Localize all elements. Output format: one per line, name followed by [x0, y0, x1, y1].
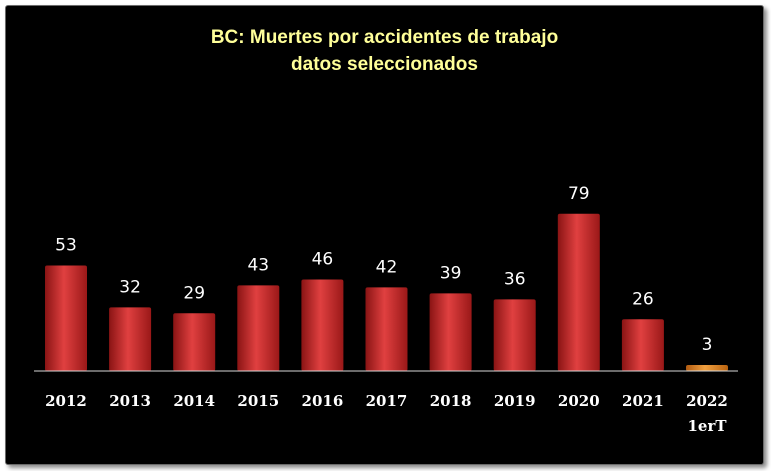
chart-title-line-1: BC: Muertes por accidentes de trabajo [210, 27, 559, 48]
value-label-2012: 53 [55, 236, 77, 256]
value-label-2017: 42 [376, 257, 398, 277]
value-label-2019: 36 [504, 269, 526, 289]
x-tick-label-2018: 2018 [430, 392, 472, 410]
x-tick-label-2015: 2015 [237, 392, 279, 410]
chart-title-line-2: datos seleccionados [291, 54, 478, 75]
chart-frame: BC: Muertes por accidentes de trabajo da… [5, 5, 764, 465]
x-tick-label-2022: 2022 [686, 392, 728, 410]
value-label-2015: 43 [247, 255, 269, 275]
value-label-2021: 26 [632, 289, 654, 309]
x-tick-label-2020: 2020 [558, 392, 600, 410]
value-label-2020: 79 [568, 184, 590, 204]
bar-chart: 53 32 29 43 46 42 39 36 79 26 3 2012 2013 2014 2015 20… [34, 184, 738, 435]
x-tick-label-2016: 2016 [302, 392, 344, 410]
bar-2012 [45, 265, 87, 371]
x-tick-label-2013: 2013 [109, 392, 151, 410]
x-tick-label-2014: 2014 [173, 392, 215, 410]
bar-2017 [365, 287, 408, 371]
value-label-2013: 32 [119, 277, 141, 297]
bar-2021 [621, 319, 664, 371]
bar-2018 [429, 293, 472, 371]
value-label-2018: 39 [440, 263, 462, 283]
bar-2015 [237, 285, 280, 371]
bar-2014 [173, 313, 216, 371]
x-tick-label-2017: 2017 [366, 392, 408, 410]
value-label-2014: 29 [183, 283, 205, 303]
bar-2020 [557, 213, 600, 371]
value-label-2022: 3 [702, 335, 713, 355]
x-tick-label-2021: 2021 [622, 392, 664, 410]
bar-2013 [109, 307, 152, 371]
x-tick-label-2022-line2: 1erT [687, 417, 727, 435]
bar-2016 [301, 279, 344, 371]
x-tick-label-2019: 2019 [494, 392, 536, 410]
x-tick-label-2012: 2012 [45, 392, 87, 410]
bar-2022 [686, 365, 728, 371]
bar-2019 [493, 299, 536, 371]
chart-title: BC: Muertes por accidentes de trabajo da… [6, 24, 763, 78]
value-label-2016: 46 [312, 249, 334, 269]
